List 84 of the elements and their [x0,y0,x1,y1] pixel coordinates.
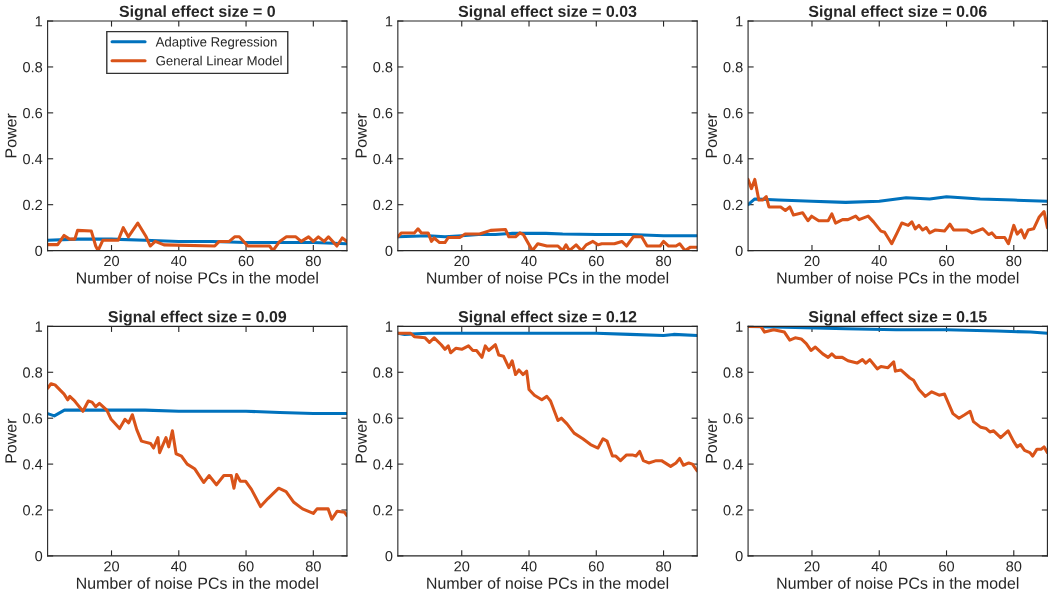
y-tick-label: 0 [35,551,43,562]
x-tick-label: 60 [939,561,955,572]
y-tick-label: 0 [735,245,743,257]
chart-title: Signal effect size = 0.03 [458,5,637,21]
y-axis-title: Power [5,113,17,158]
y-tick-label: 0.2 [23,199,43,211]
x-axis-title: Number of noise PCs in the model [777,577,1019,589]
x-tick-label: 40 [521,561,537,572]
chart-title: Signal effect size = 0.15 [808,310,987,326]
y-tick-label: 0.6 [23,107,43,119]
y-tick-label: 0.6 [723,413,743,424]
x-tick-label: 20 [104,561,120,572]
x-axis-title: Number of noise PCs in the model [76,271,318,284]
y-axis-title: Power [355,113,367,158]
x-axis-title: Number of noise PCs in the model [777,271,1019,284]
y-tick-label: 1 [736,321,743,332]
line-series [47,382,347,521]
y-tick-label: 0.4 [373,459,393,470]
y-tick-label: 0.4 [723,459,743,470]
x-tick-label: 80 [656,561,672,572]
y-axis-title: Power [355,418,367,463]
y-tick-label: 0.6 [23,413,43,424]
y-axis-title: Power [5,418,17,463]
x-tick-label: 60 [588,561,604,572]
chart-title: Signal effect size = 0.12 [458,310,637,326]
x-tick-label: 40 [871,561,887,572]
y-tick-label: 0 [385,551,393,562]
x-tick-label: 60 [588,255,604,267]
y-tick-label: 0 [35,245,43,257]
line-series [748,177,1048,246]
y-tick-label: 0.8 [723,367,743,378]
y-tick-label: 1 [385,321,393,332]
y-tick-label: 0.8 [23,367,43,378]
y-tick-label: 1 [35,16,43,27]
x-tick-label: 80 [1006,561,1022,572]
y-tick-label: 0.4 [723,153,743,165]
legend-label: General Linear Model [156,55,282,66]
x-tick-label: 80 [305,561,321,572]
y-tick-label: 0.6 [373,107,393,119]
y-tick-label: 1 [736,16,743,27]
x-tick-label: 20 [804,561,820,572]
x-tick-label: 60 [238,561,254,572]
x-axis-title: Number of noise PCs in the model [427,577,669,589]
x-axis-title: Number of noise PCs in the model [76,577,318,589]
y-tick-label: 0.4 [373,153,393,165]
x-tick-label: 20 [804,255,820,267]
chart-title: Signal effect size = 0 [119,5,275,21]
x-tick-label: 80 [656,255,672,267]
y-tick-label: 0 [735,551,743,562]
x-tick-label: 20 [454,561,470,572]
chart-title: Signal effect size = 0.09 [108,310,287,326]
chart-title: Signal effect size = 0.06 [808,5,987,21]
y-tick-label: 0 [385,245,393,257]
y-tick-label: 0.4 [23,153,43,165]
y-tick-label: 0.2 [723,505,743,516]
y-tick-label: 0.2 [723,199,743,211]
y-tick-label: 0.2 [373,505,393,516]
x-tick-label: 40 [521,255,537,267]
y-tick-label: 1 [35,321,43,332]
y-tick-label: 0.6 [723,107,743,119]
y-axis-title: Power [705,418,718,463]
y-tick-label: 0.2 [373,199,393,211]
x-tick-label: 60 [238,255,254,267]
y-tick-label: 0.2 [23,505,43,516]
x-tick-label: 60 [939,255,955,267]
line-series [748,195,1048,207]
y-tick-label: 1 [385,16,393,27]
y-tick-label: 0.6 [373,413,393,424]
y-axis-title: Power [705,113,718,158]
y-tick-label: 0.8 [723,62,743,73]
x-tick-label: 20 [454,255,470,267]
x-axis-title: Number of noise PCs in the model [427,271,669,284]
x-tick-label: 40 [171,561,187,572]
x-tick-label: 80 [305,255,321,267]
x-tick-label: 80 [1006,255,1022,267]
y-tick-label: 0.8 [373,367,393,378]
y-tick-label: 0.8 [373,62,393,73]
legend-label: Adaptive Regression [155,36,277,50]
x-tick-label: 40 [171,255,187,267]
y-tick-label: 0.8 [23,62,43,73]
x-tick-label: 40 [871,255,887,267]
y-tick-label: 0.4 [23,459,43,470]
line-series [397,331,698,473]
x-tick-label: 20 [104,255,120,267]
